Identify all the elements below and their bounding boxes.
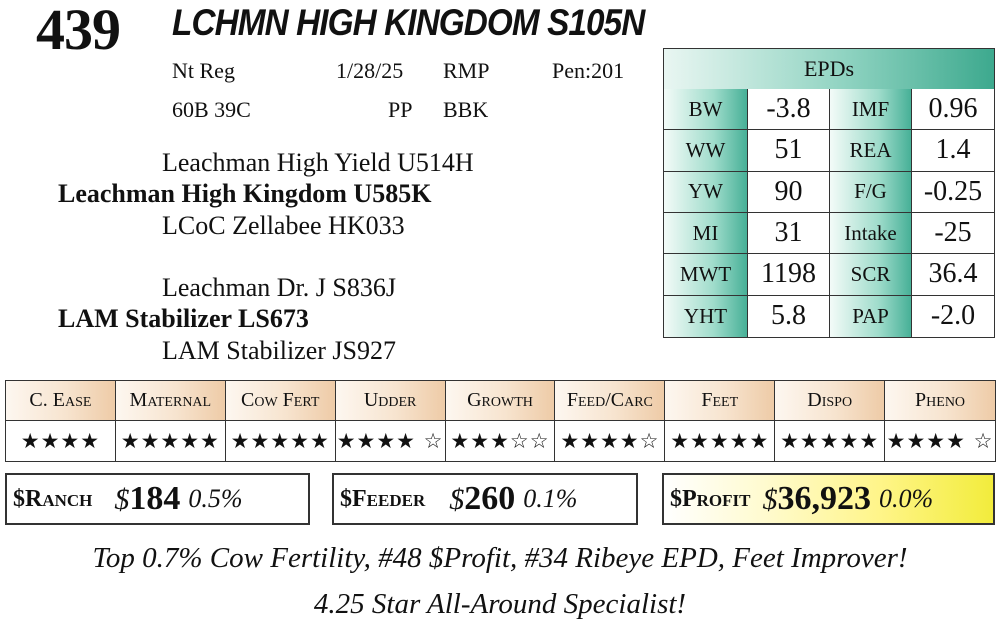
- currency-symbol: $: [449, 483, 465, 516]
- pedigree-sire-dam: LCoC Zellabee HK033: [162, 211, 405, 240]
- rating-header: Feet: [665, 381, 776, 421]
- code-bbk: BBK: [443, 97, 489, 122]
- feeder-value-number: 260: [464, 480, 516, 517]
- comment-line-1: Top 0.7% Cow Fertility, #48 $Profit, #34…: [92, 542, 908, 574]
- epd-table: EPDs BW -3.8 IMF 0.96 WW 51 REA 1.4 YW 9…: [663, 48, 995, 338]
- feeder-index-percent: 0.1%: [523, 484, 578, 513]
- epd-value: -2.0: [912, 295, 994, 337]
- epd-label: F/G: [830, 171, 912, 213]
- animal-name: LCHMN HIGH KINGDOM S105N: [172, 2, 645, 43]
- epd-label: IMF: [830, 89, 912, 131]
- pedigree-sire-sire: Leachman High Yield U514H: [162, 148, 474, 177]
- epd-value: 31: [748, 212, 830, 255]
- registration: Nt Reg: [172, 58, 235, 83]
- epd-value: -0.25: [912, 171, 994, 213]
- rating-header: Maternal: [115, 381, 226, 421]
- epd-label: WW: [664, 130, 748, 172]
- rating-header: Cow Fert: [225, 381, 336, 421]
- rating-header: Udder: [335, 381, 446, 421]
- profit-index-value: $36,923: [763, 480, 872, 518]
- epd-value: -3.8: [748, 89, 830, 131]
- feeder-index-value: $260: [449, 480, 515, 518]
- ranch-index-percent: 0.5%: [188, 484, 243, 513]
- birth-date: 1/28/25: [336, 58, 404, 83]
- pen-number: Pen:201: [552, 58, 625, 83]
- rating-header: Pheno: [885, 381, 995, 421]
- epd-value: 51: [748, 130, 830, 172]
- lot-number: 439: [36, 0, 121, 62]
- epd-label: YHT: [664, 295, 748, 337]
- currency-symbol: $: [762, 483, 778, 516]
- epd-label: REA: [830, 130, 912, 172]
- rating-stars: ★★★★★: [116, 421, 226, 461]
- pedigree-sire: Leachman High Kingdom U585K: [58, 179, 432, 208]
- rating-stars: ★★★★ ☆: [336, 421, 446, 461]
- epd-value: 90: [748, 171, 830, 213]
- epd-value: 36.4: [912, 254, 994, 296]
- rating-stars: ★★★★★: [665, 421, 776, 461]
- rating-stars: ★★★★★: [226, 421, 336, 461]
- epd-value: 1.4: [912, 130, 994, 172]
- rating-stars: ★★★★ ☆: [886, 429, 994, 453]
- ranch-index-box: $Ranch $184 0.5%: [5, 473, 310, 525]
- feeder-index-box: $Feeder $260 0.1%: [332, 473, 638, 525]
- rating-stars: ★★★☆☆: [446, 421, 556, 461]
- profit-index-box: $Profit $36,923 0.0%: [662, 473, 995, 525]
- pedigree-dam: LAM Stabilizer LS673: [58, 304, 309, 333]
- profit-value-number: 36,923: [777, 480, 872, 517]
- currency-symbol: $: [114, 483, 130, 516]
- epd-value: 0.96: [912, 89, 994, 131]
- comment-line-2: 4.25 Star All-Around Specialist!: [313, 588, 687, 620]
- star-ratings-table: C. Ease Maternal Cow Fert Udder Growth F…: [5, 380, 996, 462]
- epd-label: SCR: [830, 254, 912, 296]
- epd-label: YW: [664, 171, 748, 213]
- rating-stars: ★★★★★: [775, 421, 886, 461]
- rating-stars: ★★★★: [6, 421, 116, 461]
- rating-header: Growth: [445, 381, 556, 421]
- ranch-index-value: $184: [114, 480, 180, 518]
- rating-header: Dispo: [775, 381, 886, 421]
- pedigree-dam-dam: LAM Stabilizer JS927: [162, 336, 396, 365]
- epd-grid: BW -3.8 IMF 0.96 WW 51 REA 1.4 YW 90 F/G…: [664, 89, 994, 337]
- epd-value: 1198: [748, 254, 830, 296]
- code-pp: PP: [388, 97, 413, 122]
- epd-title: EPDs: [664, 49, 994, 90]
- profit-index-percent: 0.0%: [879, 484, 934, 513]
- profit-index-label: $Profit: [670, 485, 751, 512]
- epd-label: Intake: [830, 212, 912, 255]
- code-rmp: RMP: [443, 58, 490, 83]
- rating-header: Feed/Carc: [555, 381, 666, 421]
- epd-label: PAP: [830, 295, 912, 337]
- epd-value: -25: [912, 212, 994, 255]
- rating-header: C. Ease: [6, 381, 116, 421]
- epd-label: MWT: [664, 254, 748, 296]
- pedigree-dam-sire: Leachman Dr. J S836J: [162, 273, 396, 302]
- epd-label: BW: [664, 89, 748, 131]
- ranch-value-number: 184: [129, 480, 181, 517]
- tattoo: 60B 39C: [172, 97, 251, 122]
- ranch-index-label: $Ranch: [13, 485, 93, 512]
- rating-stars: ★★★★☆: [555, 421, 666, 461]
- feeder-index-label: $Feeder: [340, 485, 426, 512]
- epd-label: MI: [664, 212, 748, 255]
- epd-value: 5.8: [748, 295, 830, 337]
